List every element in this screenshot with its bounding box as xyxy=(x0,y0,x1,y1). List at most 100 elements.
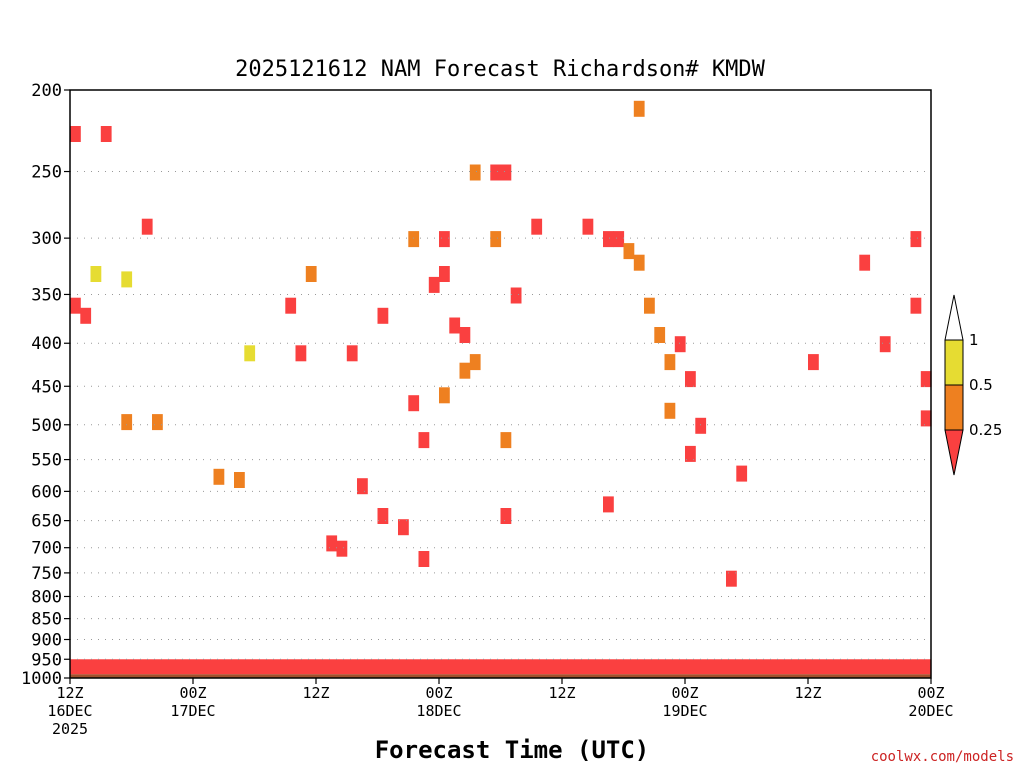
ri-cell xyxy=(490,164,502,181)
ri-cell xyxy=(244,345,256,362)
ri-cell xyxy=(510,287,522,304)
ri-cell xyxy=(859,254,871,271)
ri-cell xyxy=(920,371,932,388)
ri-cell xyxy=(439,266,450,282)
x-tick-label: 12Z xyxy=(794,684,821,702)
y-tick-label: 550 xyxy=(31,451,62,471)
ri-cell xyxy=(141,218,153,235)
ri-cell xyxy=(644,297,655,314)
ri-cell xyxy=(408,395,420,412)
colorbar-bin xyxy=(944,294,964,341)
y-axis: 200 250 300 350 400 450 500 550 600 650 700 750 800 8… xyxy=(21,81,70,689)
ri-cell xyxy=(613,231,625,248)
y-tick-label: 700 xyxy=(31,539,62,559)
ri-cell xyxy=(654,327,666,343)
x-tick-label: 12Z xyxy=(548,684,575,702)
y-tick-label: 950 xyxy=(31,650,62,670)
colorbar-label: 0.5 xyxy=(969,376,993,394)
y-tick-label: 400 xyxy=(31,334,62,354)
ri-cell xyxy=(469,164,481,181)
ri-cell xyxy=(70,126,81,142)
x-tick-label: 20DEC xyxy=(908,702,953,720)
colorbar-label: 1 xyxy=(969,331,979,349)
ri-cell xyxy=(490,231,502,248)
ri-cell xyxy=(439,387,450,404)
ri-cell xyxy=(582,218,594,235)
ri-cell xyxy=(685,371,696,388)
y-tick-label: 900 xyxy=(31,631,62,651)
y-tick-label: 650 xyxy=(31,512,62,532)
ri-cell xyxy=(398,519,409,536)
surface-layer xyxy=(70,659,931,678)
ri-cell xyxy=(910,231,922,248)
y-tick-label: 1000 xyxy=(21,669,62,689)
y-tick-label: 200 xyxy=(31,81,62,101)
boundary-layer-band xyxy=(70,659,931,675)
ri-cell xyxy=(295,345,307,362)
ri-cell xyxy=(623,243,635,260)
ri-cell xyxy=(664,402,676,419)
ri-cell xyxy=(664,354,676,371)
y-tick-label: 850 xyxy=(31,610,62,630)
colorbar-bin xyxy=(944,384,964,431)
ri-cell xyxy=(326,535,338,552)
x-tick-label: 2025 xyxy=(52,720,88,738)
ri-cell xyxy=(920,410,932,427)
x-tick-label: 00Z xyxy=(671,684,698,702)
ri-cell xyxy=(213,468,225,485)
ri-cell xyxy=(469,354,481,371)
x-tick-label: 17DEC xyxy=(170,702,215,720)
ri-cell xyxy=(428,276,440,293)
credit-text: coolwx.com/models xyxy=(871,749,1014,765)
ri-cell xyxy=(674,336,686,353)
ri-cell xyxy=(685,445,696,462)
plot-area xyxy=(70,100,932,587)
ri-cell xyxy=(603,231,614,248)
ri-cell xyxy=(449,317,461,334)
x-tick-label: 00Z xyxy=(179,684,206,702)
ri-cell xyxy=(695,417,707,434)
y-tick-label: 750 xyxy=(31,564,62,584)
colorbar-legend: 0.25 0.5 1 xyxy=(944,294,1002,476)
ri-cell xyxy=(459,327,471,343)
ri-cell xyxy=(377,307,389,324)
ri-cell xyxy=(90,266,102,282)
ri-cell xyxy=(346,345,358,362)
ri-cell xyxy=(500,508,512,524)
ri-cell xyxy=(459,362,471,379)
ri-cell xyxy=(879,336,891,353)
ri-cell xyxy=(80,307,92,324)
ri-cell xyxy=(377,508,389,524)
ri-cell xyxy=(418,551,430,567)
ri-cell xyxy=(531,218,543,235)
ri-cell xyxy=(500,164,512,181)
y-tick-label: 350 xyxy=(31,285,62,305)
chart-title: 2025121612 NAM Forecast Richardson# KMDW xyxy=(235,57,766,82)
ri-cell xyxy=(808,354,819,371)
ri-cell xyxy=(121,271,133,288)
ri-cell xyxy=(418,432,430,449)
ri-cell xyxy=(439,231,450,248)
x-tick-label: 12Z xyxy=(302,684,329,702)
y-tick-label: 600 xyxy=(31,482,62,502)
ri-cell xyxy=(500,432,512,449)
ri-cell xyxy=(121,414,133,431)
ri-cell xyxy=(285,297,297,314)
ri-cell xyxy=(336,540,348,557)
y-tick-label: 300 xyxy=(31,229,62,249)
ri-cell xyxy=(603,496,614,513)
colorbar-bin xyxy=(944,339,964,386)
ri-cell xyxy=(357,478,368,495)
surface-fill xyxy=(70,674,931,678)
ri-cell xyxy=(910,297,922,314)
ri-cell xyxy=(305,266,317,282)
x-tick-label: 18DEC xyxy=(416,702,461,720)
x-tick-label: 19DEC xyxy=(662,702,707,720)
y-tick-label: 450 xyxy=(31,377,62,397)
ri-cell xyxy=(100,126,112,142)
colorbar-label: 0.25 xyxy=(969,421,1002,439)
ri-cell xyxy=(633,100,645,117)
x-tick-label: 12Z xyxy=(56,684,83,702)
